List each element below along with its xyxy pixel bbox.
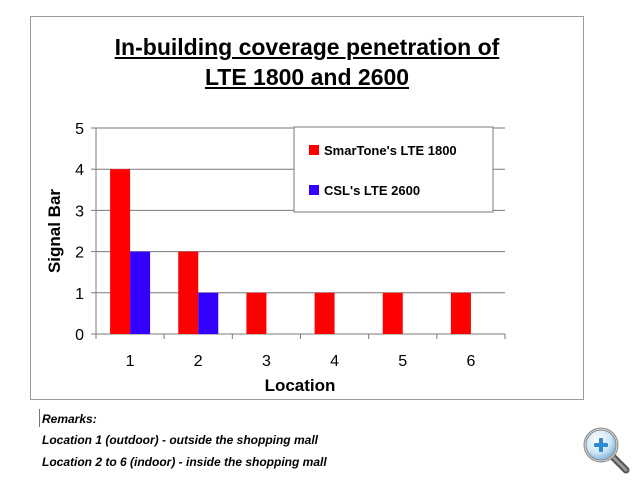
- y-tick-label-4: 4: [75, 162, 84, 179]
- y-tick-label-2: 2: [75, 245, 84, 262]
- y-tick-label-0: 0: [75, 327, 84, 344]
- bar-series1-location-2: [178, 251, 199, 334]
- bar-series1-location-4: [314, 292, 335, 334]
- x-axis-label: Location: [265, 376, 336, 395]
- bar-series2-location-1: [130, 251, 151, 334]
- y-tick-label-3: 3: [75, 203, 84, 220]
- x-tick-label-2: 2: [194, 353, 203, 370]
- y-tick-label-1: 1: [75, 286, 84, 303]
- chart-title-line-1: In-building coverage penetration of: [114, 34, 500, 60]
- x-tick-label-4: 4: [330, 353, 339, 370]
- remark-line-2: Location 2 to 6 (indoor) - inside the sh…: [42, 455, 327, 469]
- chart-title-line-2: LTE 1800 and 2600: [204, 64, 410, 90]
- remarks-divider: [39, 409, 40, 427]
- legend-swatch-2: [309, 185, 319, 195]
- x-tick-label-5: 5: [398, 353, 407, 370]
- x-tick-label-3: 3: [262, 353, 271, 370]
- legend-box: [293, 126, 494, 213]
- x-tick-label-1: 1: [126, 353, 135, 370]
- bar-series2-location-2: [198, 292, 219, 334]
- bar-series1-location-6: [450, 292, 471, 334]
- legend-label-1: SmarTone's LTE 1800: [324, 143, 457, 158]
- remarks-title: Remarks:: [42, 412, 97, 426]
- remark-line-1: Location 1 (outdoor) - outside the shopp…: [42, 433, 318, 447]
- magnifier-plus-icon[interactable]: [580, 424, 632, 476]
- legend-swatch-1: [309, 145, 319, 155]
- y-axis-label: Signal Bar: [45, 189, 64, 273]
- bar-series1-location-1: [110, 169, 131, 334]
- bar-series1-location-3: [246, 292, 267, 334]
- bar-series1-location-5: [382, 292, 403, 334]
- y-tick-label-5: 5: [75, 121, 84, 138]
- x-tick-label-6: 6: [466, 353, 475, 370]
- legend-label-2: CSL's LTE 2600: [324, 183, 420, 198]
